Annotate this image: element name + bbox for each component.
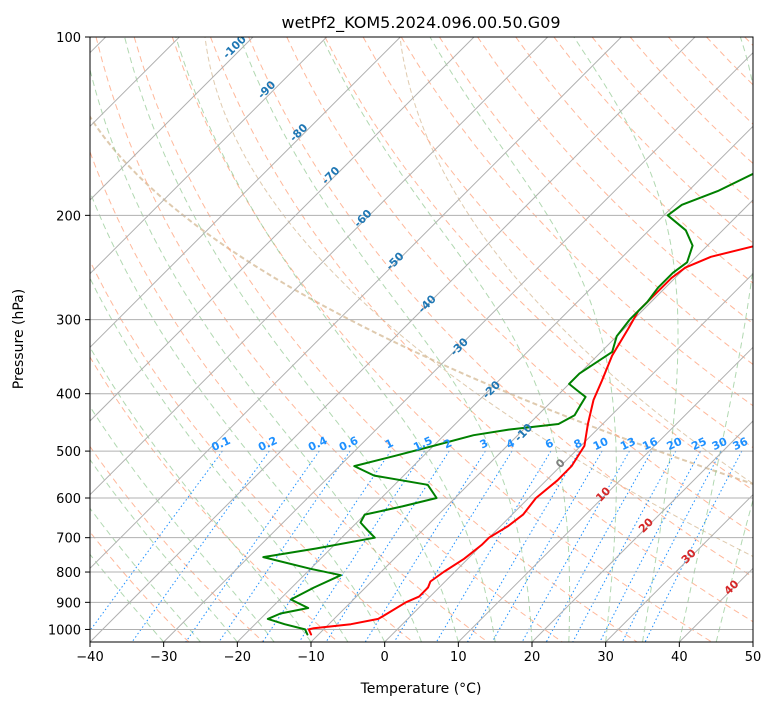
moist-adiabat: [90, 458, 238, 642]
mixing-ratio-line: [185, 450, 320, 642]
mixing-ratio-lines: [90, 450, 743, 642]
mixing-ratio-label: 30: [710, 435, 730, 453]
y-tick-label: 900: [56, 596, 81, 611]
y-axis-label: Pressure (hPa): [11, 289, 27, 389]
y-tick-label: 600: [56, 492, 81, 507]
isotherm-line: [90, 37, 475, 422]
x-tick-label: −10: [297, 650, 324, 665]
x-tick-label: −40: [76, 650, 103, 665]
x-tick-label: 10: [450, 650, 467, 665]
x-tick-label: −20: [224, 650, 251, 665]
moist-adiabat: [175, 37, 496, 642]
mixing-ratio-label: 16: [640, 435, 660, 453]
moist-adiabat: [90, 405, 275, 642]
mixing-ratio-line: [262, 450, 392, 642]
y-tick-label: 500: [56, 445, 81, 460]
chart-title: wetPf2_KOM5.2024.096.00.50.G09: [281, 13, 560, 33]
mixing-ratio-label: 20: [665, 435, 685, 453]
mixing-ratio-label: 10: [591, 435, 611, 453]
x-tick-label: 30: [597, 650, 614, 665]
background-curve: [204, 37, 753, 558]
mixing-ratio-line: [521, 450, 630, 642]
isotherm-line: [457, 346, 753, 642]
y-tick-label: 300: [56, 314, 81, 329]
skewed-isotherms: [90, 37, 753, 642]
isotherm-line: [163, 51, 753, 642]
moist-adiabat: [90, 277, 349, 642]
moist-adiabat: [239, 37, 533, 642]
mixing-ratio-line: [90, 450, 223, 632]
moist-adiabat: [90, 507, 201, 642]
plot-area: 0.1 0.2 0.4 0.6 1 1.5 2 3 4 6 8 10 13 16 20 25 30 36-100-…: [90, 37, 753, 642]
mixing-ratio-line: [545, 450, 653, 642]
y-axis: 100 200 300 400 500 600 700 800 900 1000: [48, 31, 90, 638]
dry-adiabat: [324, 37, 753, 491]
mixing-ratio-line: [599, 450, 701, 642]
moist-adiabat: [124, 37, 459, 642]
background-curve: [399, 37, 753, 485]
temperature-line: [307, 245, 753, 636]
moist-adiabat: [429, 37, 617, 642]
isotherm-line: [90, 37, 696, 642]
isotherm-line: [90, 37, 549, 496]
moist-adiabat: [321, 37, 571, 642]
y-tick-label: 800: [56, 566, 81, 581]
isotherm-line: [605, 493, 753, 642]
y-tick-label: 1000: [48, 623, 81, 638]
mixing-ratio-line: [572, 450, 677, 642]
dry-adiabat: [248, 37, 753, 578]
x-axis-label: Temperature (°C): [360, 681, 482, 697]
mixing-ratio-line: [491, 450, 603, 642]
dry-adiabat: [477, 37, 753, 325]
sounding-series: [262, 172, 753, 636]
dry-adiabat: [90, 150, 488, 642]
isotherm-line: [90, 37, 254, 201]
mixing-ratio-label: 25: [689, 435, 708, 453]
dewpoint-line: [262, 172, 753, 636]
y-tick-label: 100: [56, 31, 81, 46]
y-tick-label: 400: [56, 388, 81, 403]
x-tick-label: 20: [524, 650, 541, 665]
mixing-ratio-label: 36: [731, 435, 751, 453]
moist-adiabat: [678, 37, 753, 642]
moist-adiabat: [715, 498, 753, 642]
moist-adiabat: [90, 553, 165, 642]
mixing-ratio-line: [298, 450, 425, 642]
background-curve: [90, 114, 753, 486]
moist-adiabat: [573, 37, 679, 642]
moist-adiabat: [90, 67, 422, 642]
y-tick-label: 200: [56, 209, 81, 224]
dry-adiabat: [90, 356, 339, 642]
isotherm-line: [90, 37, 401, 349]
background-curves: [90, 37, 753, 558]
isotherm-line: [531, 420, 753, 642]
x-tick-label: 0: [381, 650, 389, 665]
mixing-ratio-line: [644, 450, 743, 642]
mixing-ratio-line: [621, 450, 722, 642]
y-tick-label: 700: [56, 532, 81, 547]
dry-adiabat: [133, 37, 638, 642]
moist-adiabat: [90, 190, 386, 642]
dry-adiabat: [90, 445, 264, 642]
plot-frame: [89, 36, 754, 643]
dry-adiabat: [438, 37, 753, 366]
dry-adiabat: [95, 37, 563, 642]
isotherm-line: [236, 125, 753, 642]
x-tick-label: 50: [745, 650, 762, 665]
x-tick-label: 40: [671, 650, 688, 665]
isotherm-line: [310, 199, 753, 642]
mixing-ratio-line: [218, 450, 351, 642]
x-axis: −40 −30 −20 −10 0 10 20 30 40 50: [76, 642, 761, 665]
pressure-gridlines: [90, 37, 753, 630]
isotherm-line: [90, 37, 328, 275]
mixing-ratio-label: 13: [618, 435, 637, 453]
x-tick-label: −30: [150, 650, 177, 665]
dry-adiabat: [210, 37, 753, 623]
isotherm-line: [90, 37, 622, 570]
